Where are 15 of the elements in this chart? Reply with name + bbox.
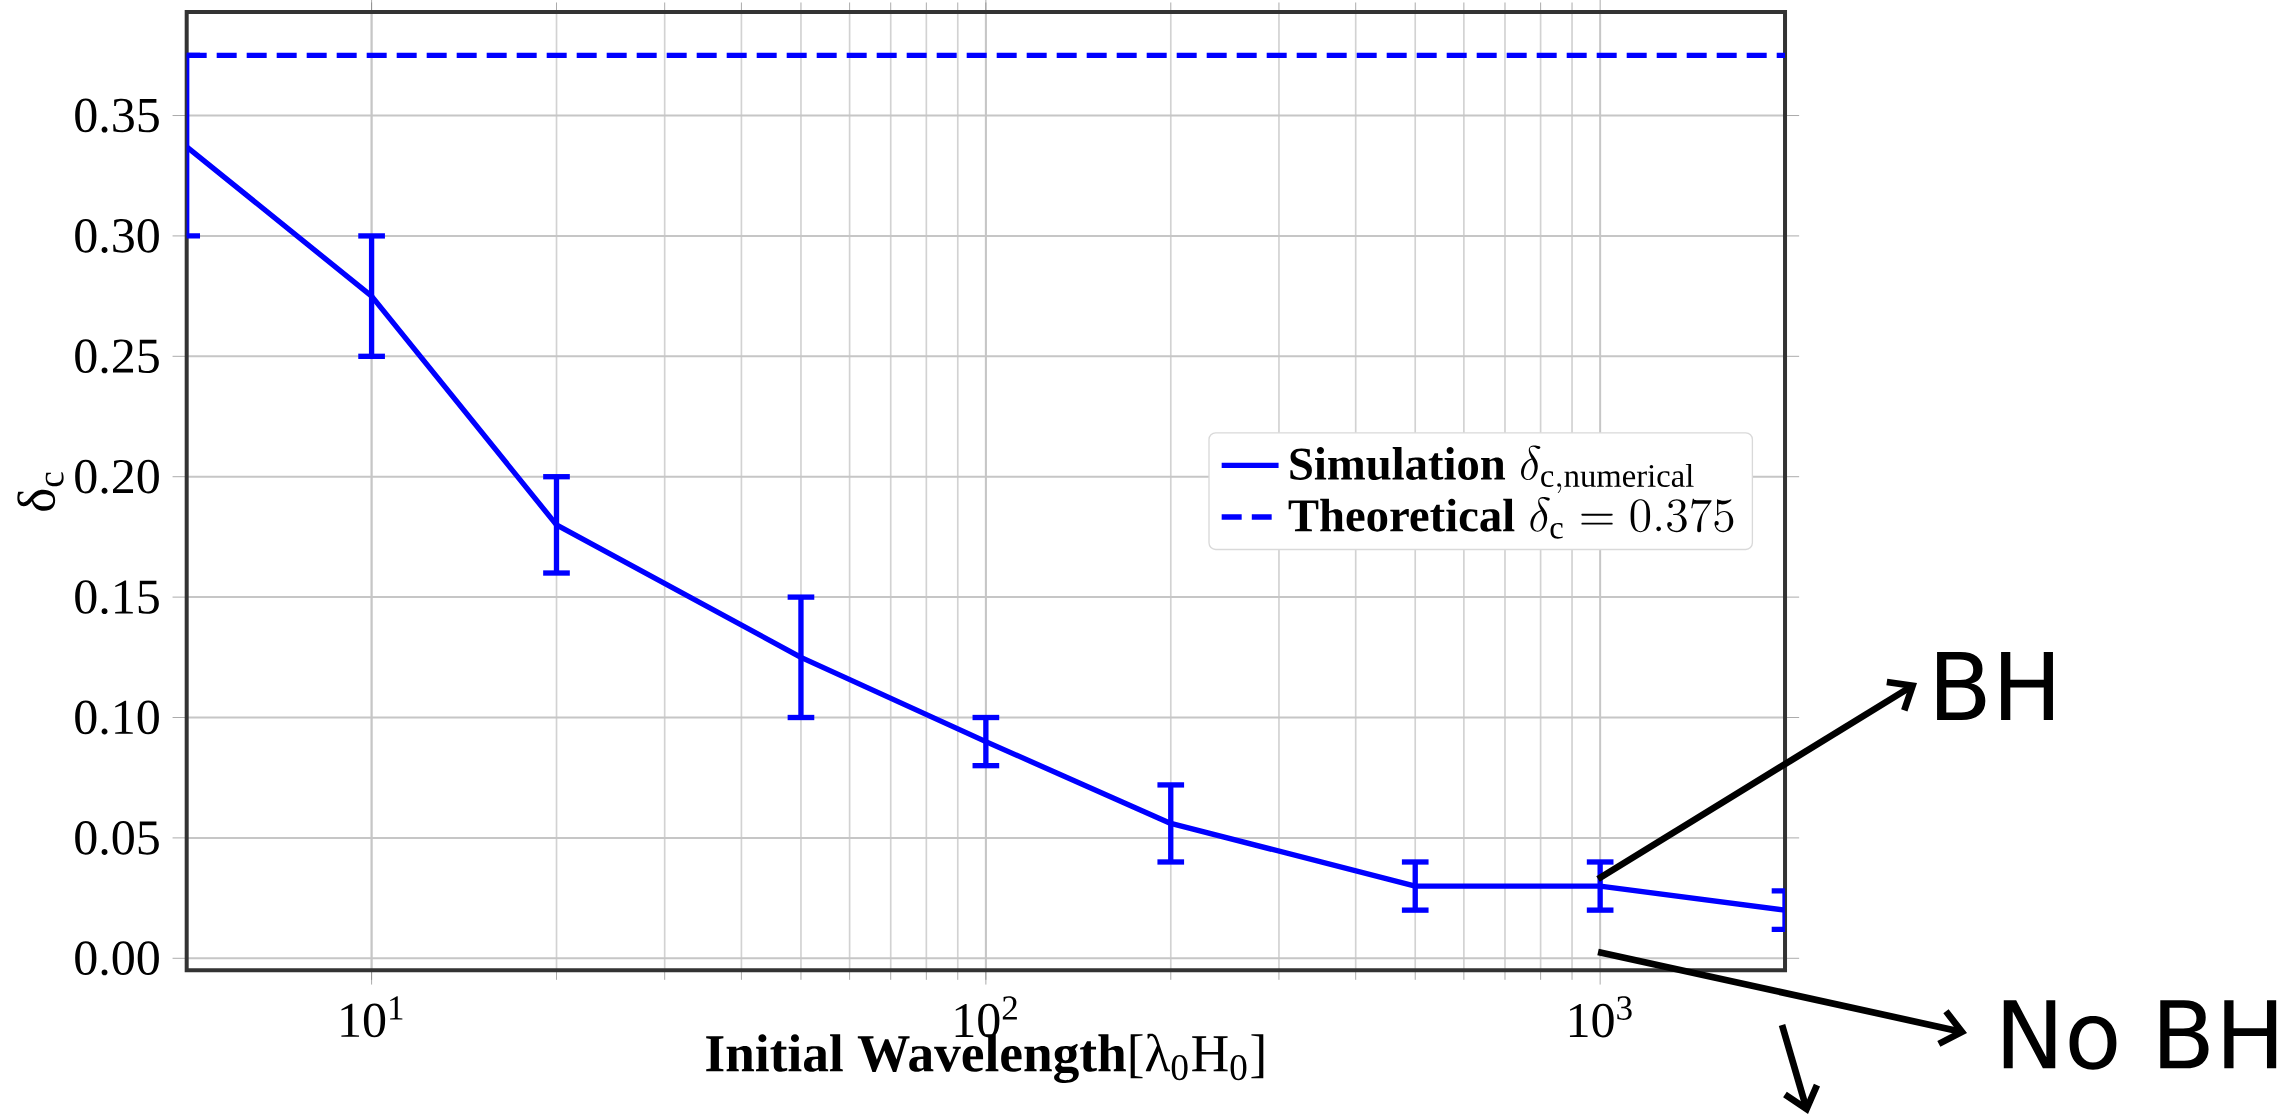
x-tick-label: 10$^{1}$ bbox=[341, 996, 403, 1038]
y-tick-label: 0.00 bbox=[75, 941, 159, 976]
y-tick-label: 0.20 bbox=[75, 459, 159, 494]
y-tick-label: 0.25 bbox=[75, 339, 159, 374]
y-tick-label: 0.05 bbox=[75, 820, 159, 855]
y-tick-label: 0.30 bbox=[75, 218, 159, 253]
legend-label: $\textbf{Theoretical}\;\delta_{\mathrm{c}} = 0.375$ bbox=[1288, 497, 1734, 539]
text: BH bbox=[1937, 652, 2053, 721]
y-axis-title: δ$_{c}$ bbox=[17, 472, 64, 511]
x-tick-label: 10$^{3}$ bbox=[1569, 996, 1632, 1038]
y-tick-label: 0.35 bbox=[75, 98, 159, 133]
text: No BH bbox=[2003, 1000, 2277, 1070]
y-tick-label: 0.15 bbox=[75, 580, 159, 615]
legend-label: $\textbf{Simulation}\;\delta_{\mathrm{c,numerical}}$ bbox=[1290, 445, 1694, 494]
y-tick-label: 0.10 bbox=[75, 700, 159, 735]
